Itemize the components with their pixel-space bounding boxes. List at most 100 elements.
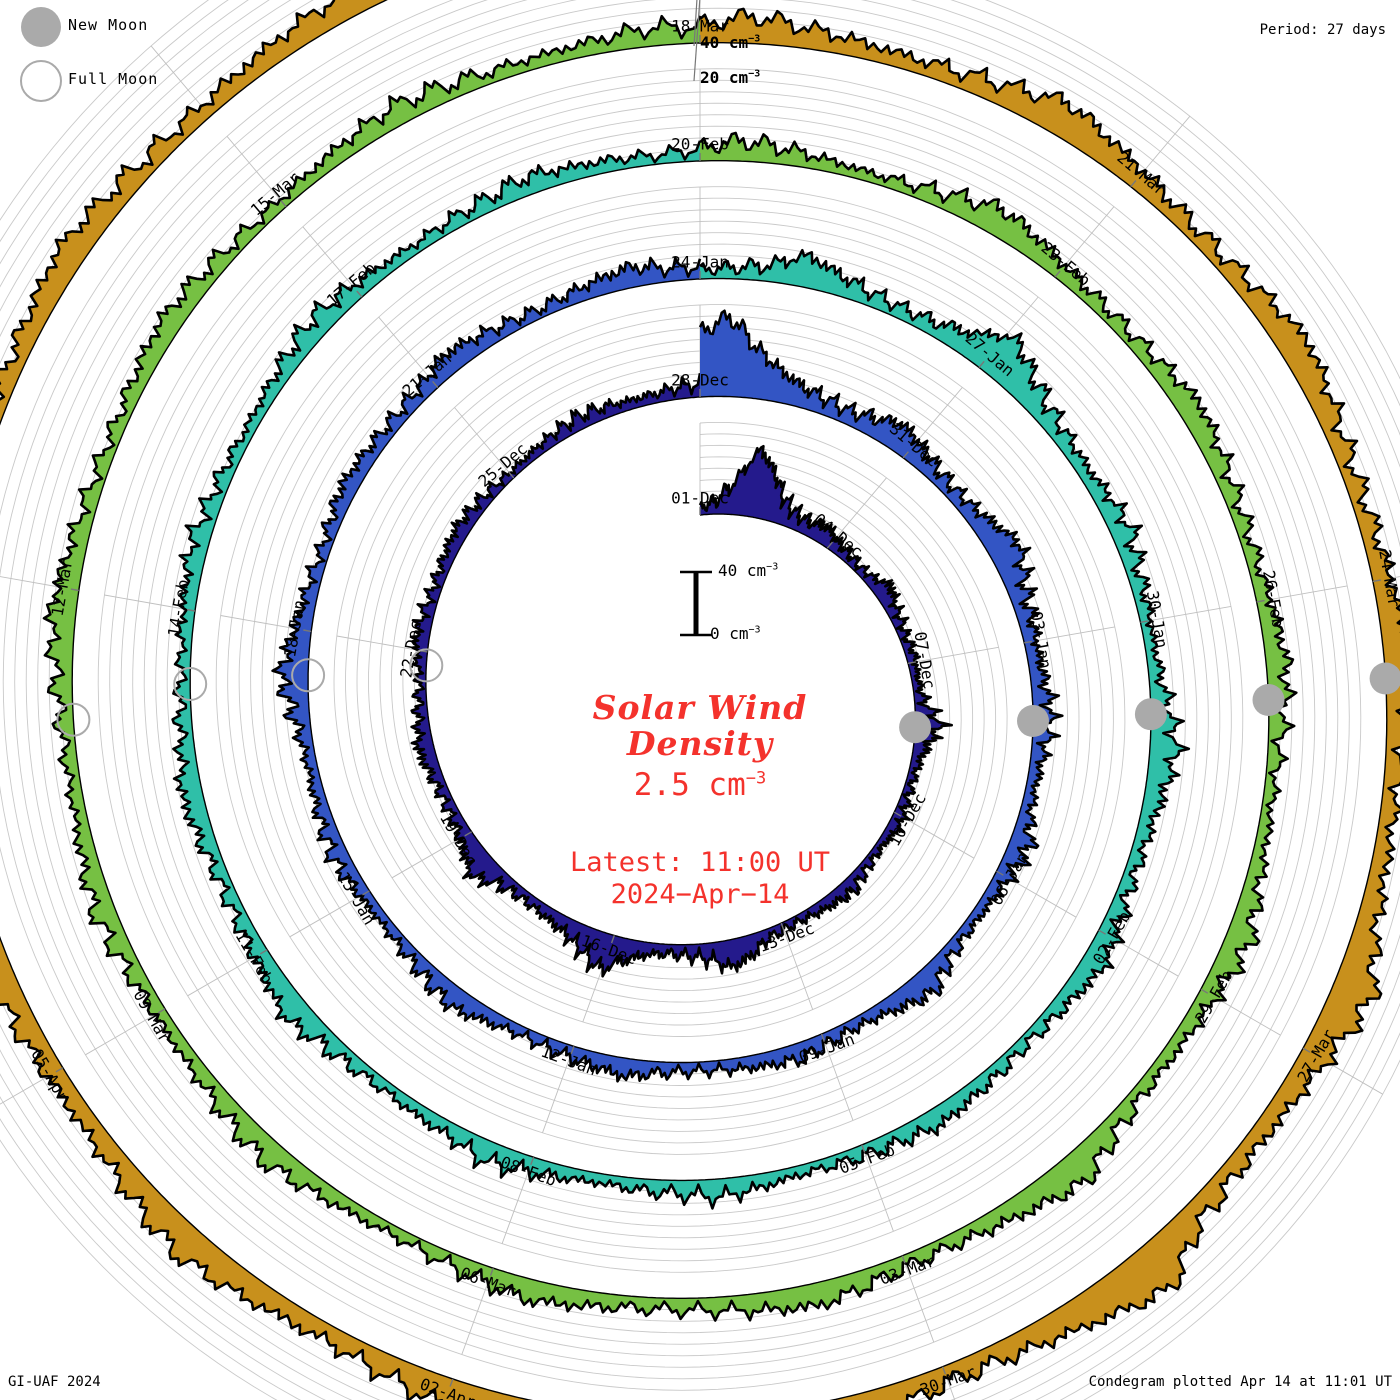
date-tick-label: 28-Dec	[671, 371, 729, 390]
new-moon-marker	[1369, 662, 1400, 695]
date-tick-mark	[356, 290, 363, 298]
gridline	[0, 0, 1362, 1391]
gridline	[143, 114, 1198, 1227]
date-tick-mark	[901, 1255, 906, 1264]
date-tick-label: 20-Feb	[671, 135, 729, 154]
date-tick-mark	[826, 541, 834, 549]
date-tick-mark	[1140, 620, 1149, 623]
gridline	[356, 327, 985, 1015]
new-moon-marker	[1134, 698, 1167, 731]
scale-20-value: 20	[700, 68, 720, 87]
scale-leader	[693, 0, 698, 47]
gridline	[37, 8, 1304, 1334]
scale-20-exponent: −3	[748, 68, 761, 80]
key-low-text: 0 cm	[710, 624, 749, 643]
date-tick-mark	[978, 360, 985, 368]
date-tick-mark	[780, 922, 785, 931]
copyright-label: GI-UAF 2024	[8, 1374, 101, 1390]
new-moon-marker	[1252, 684, 1285, 716]
gridline	[238, 209, 1103, 1132]
spoke-gridline	[894, 811, 1383, 1095]
gridline	[132, 103, 1209, 1239]
full-moon-marker	[173, 667, 208, 701]
spoke-gridline	[907, 576, 1400, 664]
turn-baseline	[71, 42, 1270, 1299]
date-tick-mark	[70, 588, 79, 592]
date-tick-mark	[1130, 180, 1137, 188]
full-moon-icon	[20, 60, 62, 102]
gridline	[390, 362, 951, 980]
new-moon-icon	[21, 7, 61, 47]
scale-20-unit: cm	[728, 68, 749, 87]
date-tick-mark	[941, 1366, 947, 1375]
key-high-text: 40 cm	[718, 561, 767, 580]
date-tick-mark	[186, 608, 196, 612]
date-tick-mark	[1200, 988, 1209, 994]
spoke-gridline	[826, 115, 1191, 549]
spoke-gridline	[150, 45, 515, 479]
date-tick-mark	[1098, 929, 1106, 935]
scale-40-value: 40	[700, 33, 720, 52]
plot-timestamp-label: Condegram plotted Apr 14 at 11:01 UT	[1088, 1374, 1392, 1390]
date-tick-mark	[362, 890, 370, 896]
full-moon-marker	[409, 648, 444, 683]
date-tick-mark	[570, 1046, 575, 1055]
date-tick-mark	[55, 1067, 64, 1073]
outer-scale-label-40: 40 cm−3	[700, 33, 760, 52]
gridline	[273, 244, 1068, 1098]
date-tick-mark	[280, 200, 287, 208]
date-tick-mark	[610, 935, 615, 944]
turn-outline	[409, 373, 953, 978]
date-tick-mark	[1372, 579, 1381, 583]
gridline	[250, 221, 1091, 1121]
spoke-gridline	[0, 576, 428, 653]
gridline	[345, 316, 997, 1026]
date-tick-mark	[449, 1378, 454, 1387]
gridline	[166, 137, 1175, 1204]
date-tick-mark	[902, 451, 909, 459]
key-label-high: 40 cm−3	[718, 561, 778, 580]
gridline	[97, 68, 1244, 1273]
date-tick-mark	[1256, 599, 1265, 603]
date-tick-mark	[893, 811, 902, 817]
date-tick-mark	[996, 870, 1004, 876]
turn-baseline	[307, 278, 1034, 1064]
moon-markers	[56, 648, 1400, 744]
gridline	[109, 80, 1232, 1262]
date-tick-mark	[507, 471, 515, 479]
date-tick-label: 01-Dec	[671, 489, 729, 508]
date-tick-mark	[157, 1008, 166, 1014]
turn-outline	[42, 14, 1298, 1322]
gridline	[227, 198, 1114, 1144]
gridline	[155, 126, 1186, 1216]
date-tick-mark	[907, 661, 917, 664]
date-tick-mark	[530, 1156, 535, 1166]
gridline	[215, 186, 1126, 1155]
new-moon-marker	[1017, 705, 1049, 737]
scale-40-exponent: −3	[748, 33, 761, 45]
key-label-low: 0 cm−3	[710, 624, 761, 643]
scale-40-unit: cm	[728, 33, 749, 52]
gridline	[120, 91, 1221, 1250]
date-tick-mark	[1054, 270, 1061, 278]
gridline	[402, 373, 939, 969]
gridline	[25, 0, 1316, 1345]
spoke-gridline	[444, 935, 615, 1400]
turn-outline	[171, 140, 1191, 1210]
turn-baseline	[425, 396, 916, 946]
spoke-gridline	[0, 831, 472, 1105]
spoke-gridline	[780, 922, 956, 1400]
